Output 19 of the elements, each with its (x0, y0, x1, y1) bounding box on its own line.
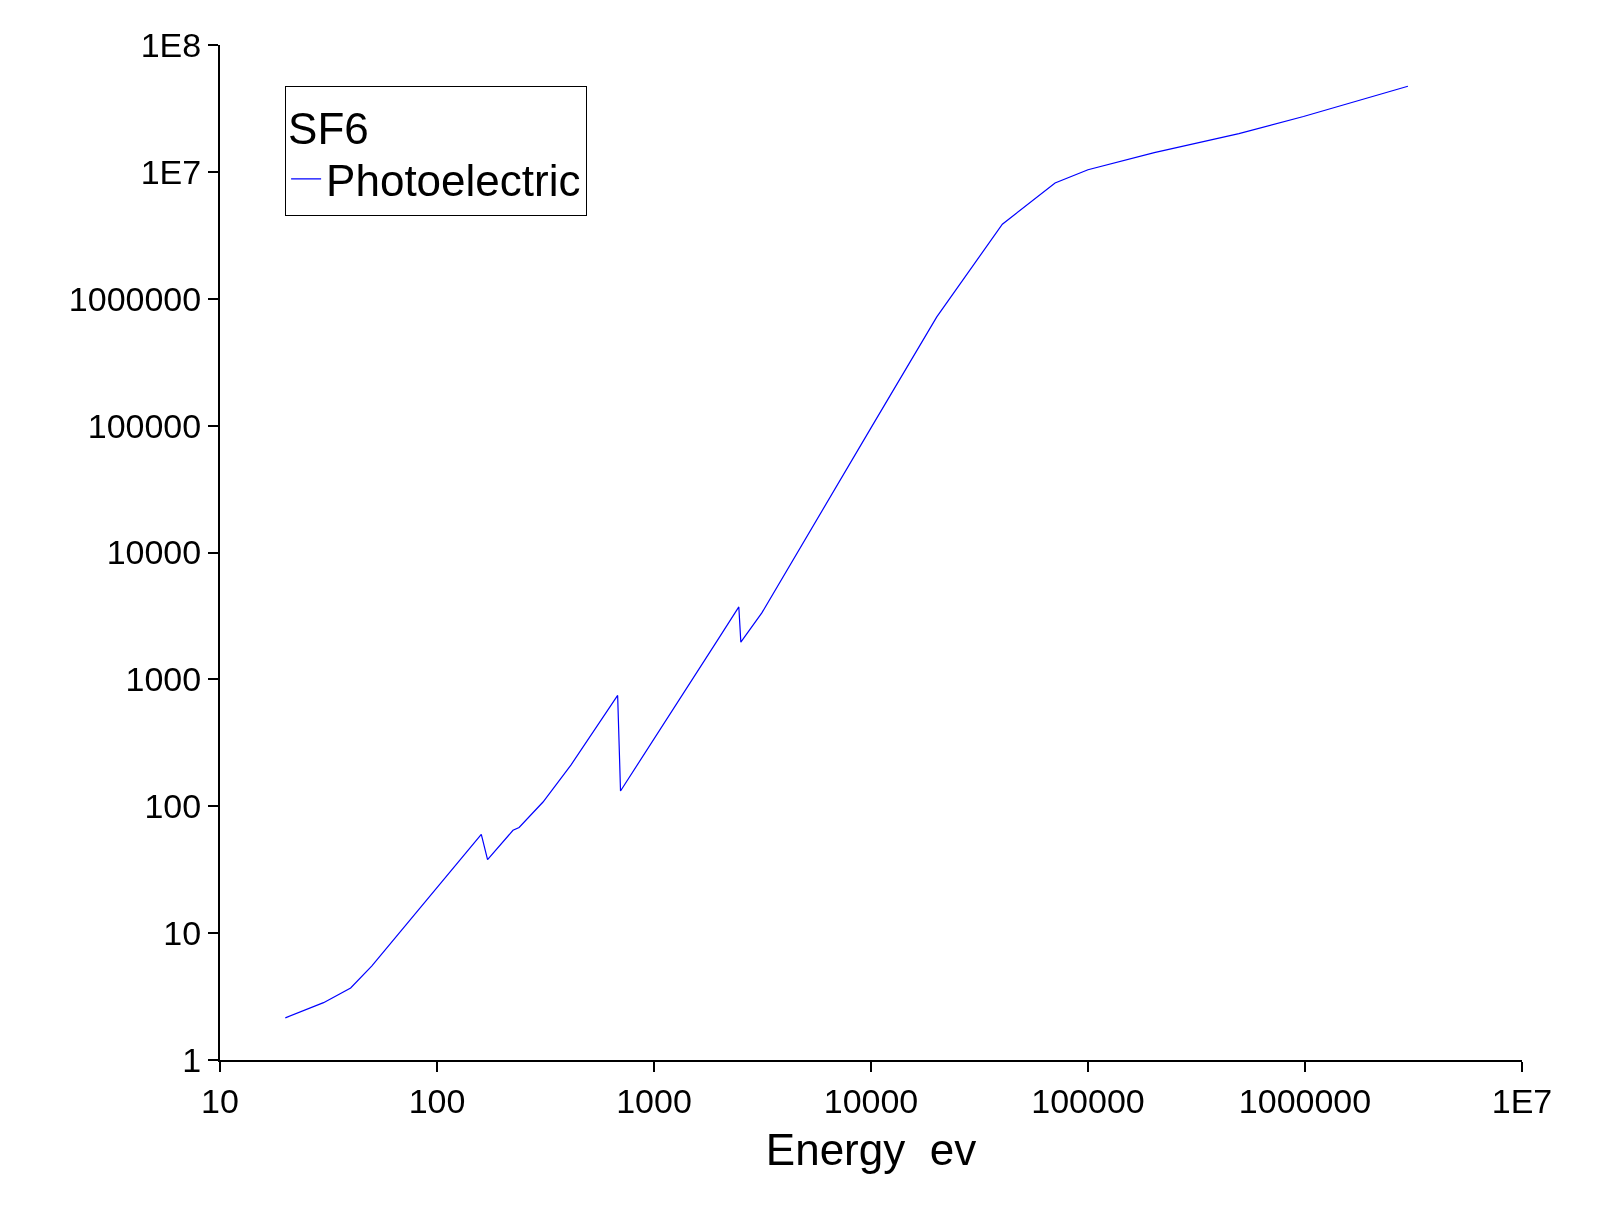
y-tick-label: 100000 (87, 406, 202, 445)
x-tick-label: 100000 (1031, 1081, 1145, 1120)
legend-label: Photoelectric (326, 156, 581, 206)
y-tick-label: 1E8 (140, 25, 202, 64)
y-tick-label: 1000 (125, 660, 202, 699)
y-tick-label: 10000 (106, 533, 202, 572)
x-tick-label: 1000 (616, 1081, 692, 1120)
y-tick-label: 1000000 (68, 279, 202, 318)
x-tick-label: 1E7 (1491, 1081, 1553, 1120)
x-tick-label: 100 (408, 1081, 466, 1120)
y-tick-label: 1E7 (140, 152, 202, 191)
x-tick-label: 1000000 (1238, 1081, 1372, 1120)
x-tick-label: 10000 (823, 1081, 919, 1120)
y-tick-label: 100 (144, 787, 202, 826)
x-tick-label: 10 (201, 1081, 239, 1120)
x-axis-title: Energy ev (765, 1124, 977, 1174)
y-tick-label: 10 (163, 914, 202, 953)
y-tick-label: 1 (182, 1040, 202, 1079)
legend-title: SF6 (288, 103, 369, 153)
